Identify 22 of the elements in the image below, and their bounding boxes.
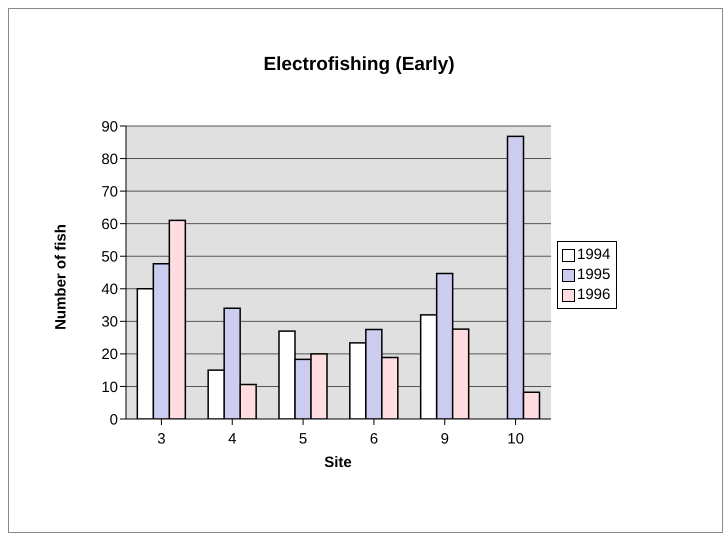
y-tick-label: 20 xyxy=(101,346,118,364)
chart-title: Electrofishing (Early) xyxy=(262,54,456,76)
x-tick-label: 6 xyxy=(370,430,378,448)
legend-label: 1995 xyxy=(577,265,610,285)
y-tick-label: 10 xyxy=(101,378,118,396)
y-tick-label: 70 xyxy=(101,183,118,200)
legend-label: 1996 xyxy=(577,285,610,305)
y-axis-title: Number of fish xyxy=(52,224,70,330)
y-tick-label: 60 xyxy=(101,216,118,233)
x-tick-label: 9 xyxy=(440,430,449,448)
legend-label: 1994 xyxy=(577,245,610,265)
y-tick-label: 90 xyxy=(101,118,118,136)
y-tick-label: 30 xyxy=(101,314,118,331)
y-tick-label: 80 xyxy=(101,150,118,168)
y-tick-label: 0 xyxy=(110,411,118,428)
x-tick-label: 5 xyxy=(298,430,308,448)
x-axis-title: Site xyxy=(323,454,353,471)
y-tick-label: 50 xyxy=(101,248,118,266)
y-tick-label: 40 xyxy=(101,281,118,298)
x-tick-label: 4 xyxy=(228,430,236,448)
x-tick-label: 3 xyxy=(157,430,166,448)
x-tick-label: 10 xyxy=(507,430,524,448)
